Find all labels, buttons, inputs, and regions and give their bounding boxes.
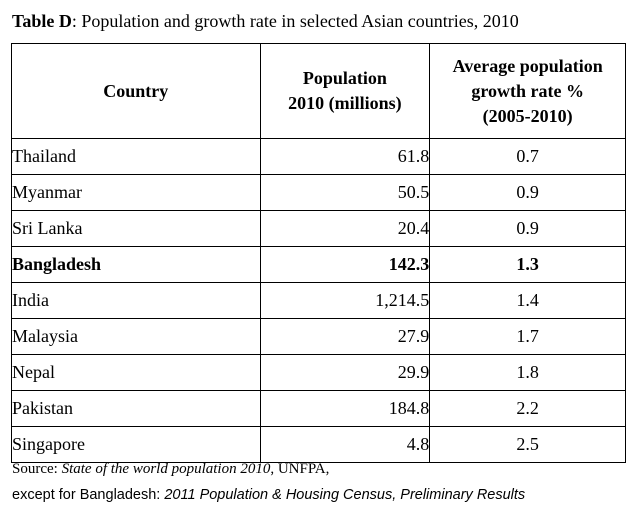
population-table: Country Population 2010 (millions) Avera… bbox=[11, 43, 626, 463]
cell-population: 27.9 bbox=[259, 318, 431, 355]
cell-growth: 1.8 bbox=[429, 354, 626, 391]
table-row: Nepal 29.9 1.8 bbox=[11, 354, 626, 391]
header-growth-line: Average population bbox=[452, 55, 603, 76]
cell-population: 61.8 bbox=[259, 138, 431, 175]
cell-population: 1,214.5 bbox=[259, 282, 431, 319]
cell-country: Malaysia bbox=[11, 318, 261, 355]
header-population: Population 2010 (millions) bbox=[259, 43, 431, 139]
cell-population: 29.9 bbox=[259, 354, 431, 391]
table-row: Thailand 61.8 0.7 bbox=[11, 138, 626, 175]
source-title: State of the world population 2010 bbox=[61, 461, 271, 477]
cell-growth: 0.7 bbox=[429, 138, 626, 175]
table-title: Table D: Population and growth rate in s… bbox=[12, 10, 519, 32]
source-exception-prefix: except for Bangladesh: bbox=[12, 487, 165, 503]
header-growth-line: (2005-2010) bbox=[482, 105, 573, 126]
table-title-text: : Population and growth rate in selected… bbox=[71, 11, 519, 31]
cell-population: 4.8 bbox=[259, 426, 431, 463]
table-label: Table D bbox=[12, 11, 72, 31]
header-population-line: Population bbox=[302, 68, 387, 88]
cell-population: 50.5 bbox=[259, 174, 431, 211]
cell-growth: 2.2 bbox=[429, 390, 626, 427]
table-row: Singapore 4.8 2.5 bbox=[11, 426, 626, 463]
source-census-title: 2011 Population & Housing Census, Prelim… bbox=[164, 487, 526, 503]
cell-country: India bbox=[11, 282, 261, 319]
table-row: Malaysia 27.9 1.7 bbox=[11, 318, 626, 355]
cell-country: Singapore bbox=[11, 426, 261, 463]
source-note-bangladesh: except for Bangladesh: 2011 Population &… bbox=[12, 484, 525, 506]
table-row: India 1,214.5 1.4 bbox=[11, 282, 626, 319]
table-row-highlighted: Bangladesh 142.3 1.3 bbox=[11, 246, 626, 283]
table-row: Myanmar 50.5 0.9 bbox=[11, 174, 626, 211]
cell-country: Myanmar bbox=[11, 174, 261, 211]
table-row: Sri Lanka 20.4 0.9 bbox=[11, 210, 626, 247]
source-prefix: Source: bbox=[12, 461, 62, 477]
cell-growth: 1.3 bbox=[429, 246, 626, 283]
cell-population: 184.8 bbox=[259, 390, 431, 427]
cell-growth: 1.4 bbox=[429, 282, 626, 319]
header-country: Country bbox=[11, 43, 261, 139]
cell-country: Pakistan bbox=[11, 390, 261, 427]
cell-growth: 1.7 bbox=[429, 318, 626, 355]
source-suffix: , UNFPA, bbox=[270, 461, 330, 477]
header-growth: Average population growth rate % (2005-2… bbox=[429, 43, 626, 139]
header-population-line: 2010 (millions) bbox=[288, 93, 402, 113]
source-note: Source: State of the world population 20… bbox=[12, 458, 329, 480]
header-growth-line: growth rate % bbox=[471, 80, 584, 101]
cell-growth: 0.9 bbox=[429, 174, 626, 211]
cell-country: Bangladesh bbox=[11, 246, 261, 283]
cell-population: 142.3 bbox=[259, 246, 431, 283]
table-row: Pakistan 184.8 2.2 bbox=[11, 390, 626, 427]
cell-country: Thailand bbox=[11, 138, 261, 175]
cell-country: Sri Lanka bbox=[11, 210, 261, 247]
cell-growth: 2.5 bbox=[429, 426, 626, 463]
cell-country: Nepal bbox=[11, 354, 261, 391]
cell-growth: 0.9 bbox=[429, 210, 626, 247]
header-row: Country Population 2010 (millions) Avera… bbox=[11, 43, 626, 139]
cell-population: 20.4 bbox=[259, 210, 431, 247]
